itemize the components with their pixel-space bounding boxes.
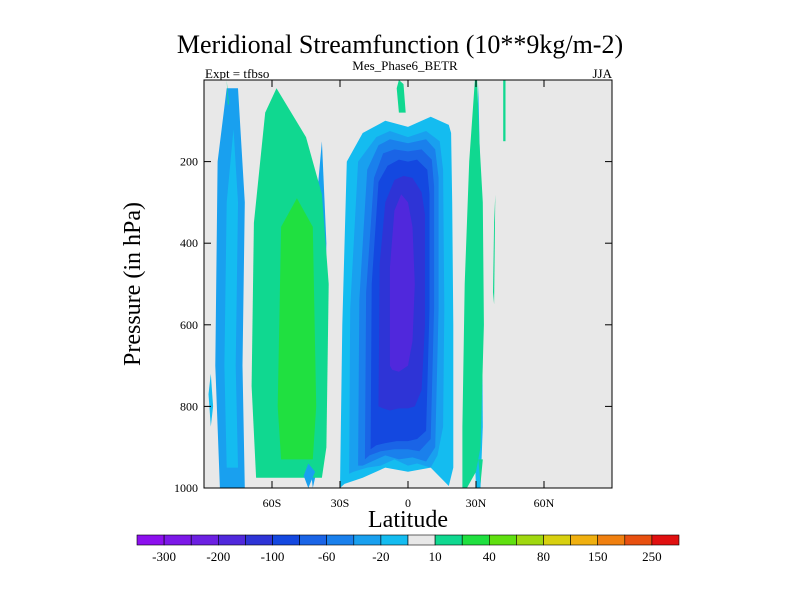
- x-tick-label: 30N: [466, 496, 487, 510]
- x-tick-label: 60N: [534, 496, 555, 510]
- contour-nh-top-sliver: [503, 80, 506, 142]
- x-tick-label: 30S: [331, 496, 350, 510]
- colorbar-box: [624, 534, 653, 546]
- colorbar-label: 40: [483, 549, 496, 564]
- x-tick-label: 0: [405, 496, 411, 510]
- colorbar-label: -300: [152, 549, 176, 564]
- experiment-label: Expt = tfbso: [205, 66, 270, 81]
- contour-nh-cell-green: [462, 80, 484, 488]
- contour-hadley-max: [389, 194, 415, 372]
- colorbar-box: [326, 534, 355, 546]
- colorbar-label: -60: [318, 549, 335, 564]
- colorbar-box: [543, 534, 571, 546]
- colorbar-box: [461, 534, 490, 546]
- colorbar-label: 10: [429, 549, 442, 564]
- colorbar-box: [488, 534, 517, 546]
- colorbar-box: [245, 534, 273, 546]
- colorbar-label: 80: [537, 549, 550, 564]
- colorbar-label: -200: [206, 549, 230, 564]
- colorbar-box: [597, 534, 626, 546]
- x-axis-label: Latitude: [368, 507, 448, 533]
- y-axis-label: Pressure (in hPa): [120, 202, 146, 366]
- y-tick-label: 1000: [174, 481, 198, 495]
- colorbar-box: [163, 534, 192, 546]
- colorbar-label: -20: [372, 549, 389, 564]
- chart-title: Meridional Streamfunction (10**9kg/m-2): [176, 30, 624, 59]
- y-tick-label: 200: [180, 155, 198, 169]
- contour-tropics-top: [396, 80, 406, 113]
- x-tick-label: 60S: [263, 496, 282, 510]
- contour-sh-sliver: [226, 80, 229, 105]
- contour-polar-left: [208, 373, 214, 427]
- colorbar-box: [299, 534, 328, 546]
- colorbar-box: [407, 534, 436, 546]
- colorbar-box: [190, 534, 219, 546]
- colorbar-box: [353, 534, 382, 546]
- colorbar-box: [434, 534, 463, 546]
- colorbar-label: -100: [261, 549, 285, 564]
- colorbar-label: 250: [642, 549, 662, 564]
- contour-sh-ferrel-core: [277, 198, 317, 460]
- colorbar-label: 150: [588, 549, 608, 564]
- colorbar-box: [516, 534, 544, 546]
- y-tick-label: 400: [180, 236, 198, 250]
- colorbar-box: [218, 534, 246, 546]
- contour-nh-band: [493, 194, 496, 305]
- contour-nh-cell-green-tail: [478, 459, 483, 484]
- y-tick-label: 800: [180, 399, 198, 413]
- run-label: Mes_Phase6_BETR: [352, 58, 458, 73]
- colorbar-box: [272, 534, 300, 546]
- colorbar-box: [651, 534, 680, 546]
- contour-sh-tail: [303, 463, 316, 488]
- contour-polar-cell-inner: [224, 129, 238, 468]
- colorbar-box: [570, 534, 598, 546]
- season-label: JJA: [592, 66, 612, 81]
- colorbar-box: [136, 534, 165, 546]
- y-tick-label: 600: [180, 318, 198, 332]
- colorbar-box: [380, 534, 409, 546]
